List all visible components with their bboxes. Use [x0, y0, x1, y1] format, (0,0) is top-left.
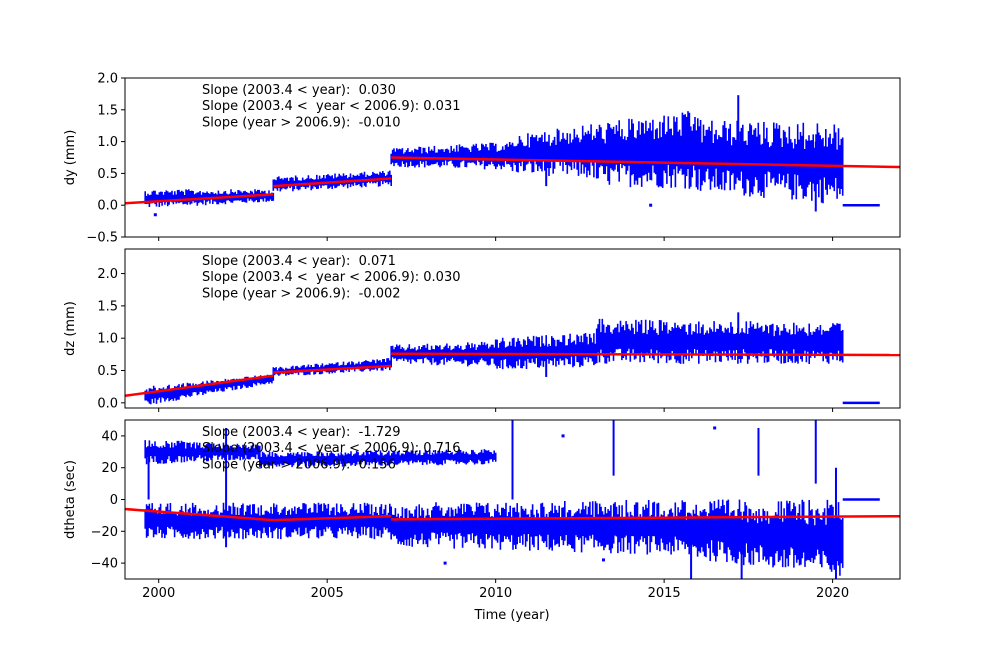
data-band-strokes [595, 111, 699, 189]
fit-line-2 [273, 514, 392, 522]
y-tick-label-5: 2.0 [97, 72, 118, 87]
panel-2: 0.0 0.5 1.0 1.5 2.0 dz (mm) Slope (2003.4 < ye… [63, 248, 901, 412]
x-tick-label-2010: 2010 [479, 586, 512, 601]
y-tick-label-1: 0.0 [97, 199, 118, 214]
y-tick-label-3: 20 [101, 461, 118, 476]
slope-annotation-2: Slope (2003.4 < year < 2006.9): 0.031 [202, 99, 461, 114]
x-tick-label-2020: 2020 [816, 586, 849, 601]
data-band-2 [272, 170, 392, 192]
y-tick-label-4: 40 [101, 429, 118, 444]
data-band-strokes [663, 499, 844, 576]
data-band-5 [595, 318, 844, 364]
x-tick-label-2005: 2005 [311, 586, 344, 601]
plot-area [125, 312, 900, 405]
data-band-4 [511, 124, 598, 178]
data-point-2 [713, 426, 717, 430]
data-band-strokes [144, 440, 261, 465]
data-band-4 [144, 440, 261, 465]
x-tick-label-2000: 2000 [142, 586, 175, 601]
data-band-strokes [390, 500, 665, 555]
y-tick-label-3: 1.5 [97, 299, 118, 314]
slope-annotation-2: Slope (2003.4 < year < 2006.9): 0.716 [202, 441, 461, 456]
data-band-strokes [272, 170, 392, 192]
y-tick-label-0: −40 [91, 557, 118, 572]
plot-area [125, 95, 900, 217]
y-tick-label-2: 0.5 [97, 167, 118, 182]
data-band-strokes [595, 318, 844, 364]
y-tick-label-0: −0.5 [86, 231, 118, 246]
slope-annotation-3: Slope (year > 2006.9): -0.010 [202, 115, 401, 130]
panels: −0.5 0.0 0.5 1.0 1.5 2.0 dy (mm) Slope (2003.4 … [63, 72, 901, 601]
x-tick-label-2015: 2015 [648, 586, 681, 601]
fit-line-2 [273, 177, 392, 188]
y-tick-label-2: 0 [110, 493, 118, 508]
x-axis-label: Time (year) [473, 608, 549, 623]
data-point-3 [153, 213, 157, 217]
fit-line-1 [125, 193, 274, 205]
slope-annotation-1: Slope (2003.4 < year): 0.071 [202, 254, 396, 269]
panel-3: 2000 2005 2010 2015 2020 −40 −20 0 20 40 dtheta (s… [63, 419, 901, 601]
data-band-strokes [390, 142, 514, 170]
data-band-5 [259, 449, 497, 468]
data-point-4 [601, 558, 605, 562]
data-band-6 [697, 120, 844, 204]
plot-area [125, 420, 900, 579]
fit-line-3 [391, 352, 900, 357]
slope-annotation-2: Slope (2003.4 < year < 2006.9): 0.030 [202, 270, 461, 285]
axes-frame [124, 248, 901, 409]
y-axis-label: dz (mm) [63, 301, 78, 356]
panel-1: −0.5 0.0 0.5 1.0 1.5 2.0 dy (mm) Slope (2003.4 … [63, 72, 901, 246]
data-band-strokes [259, 449, 497, 468]
y-axis-label: dtheta (sec) [63, 460, 78, 539]
data-point-1 [561, 434, 565, 438]
y-tick-label-4: 2.0 [97, 267, 118, 282]
y-tick-label-3: 1.0 [97, 135, 118, 150]
data-band-strokes [697, 120, 844, 204]
data-band-5 [595, 111, 699, 189]
data-point-2 [649, 203, 653, 207]
data-band-2 [390, 500, 665, 555]
y-tick-label-0: 0.0 [97, 396, 118, 411]
fit-line-2 [273, 364, 392, 374]
data-point-1 [190, 190, 194, 194]
data-band-strokes [144, 374, 275, 405]
fit-line-1 [125, 507, 274, 522]
data-point-3 [443, 561, 447, 565]
slope-annotation-3: Slope (year > 2006.9): 0.156 [202, 457, 396, 472]
data-band-3 [663, 499, 844, 576]
slope-annotation-1: Slope (2003.4 < year): 0.030 [202, 83, 396, 98]
y-tick-label-1: 0.5 [97, 364, 118, 379]
y-axis-label: dy (mm) [63, 130, 78, 186]
data-band-strokes [511, 124, 598, 178]
y-tick-label-1: −20 [91, 525, 118, 540]
y-tick-label-4: 1.5 [97, 103, 118, 118]
data-band-3 [390, 142, 514, 170]
fit-line-3 [391, 156, 900, 169]
fit-line-1 [125, 374, 274, 397]
y-tick-label-2: 1.0 [97, 332, 118, 347]
axes-frame [124, 77, 901, 238]
fit-line-3 [391, 514, 900, 521]
slope-annotation-1: Slope (2003.4 < year): -1.729 [202, 425, 401, 440]
slope-annotation-3: Slope (year > 2006.9): -0.002 [202, 286, 401, 301]
data-band-1 [144, 374, 275, 405]
